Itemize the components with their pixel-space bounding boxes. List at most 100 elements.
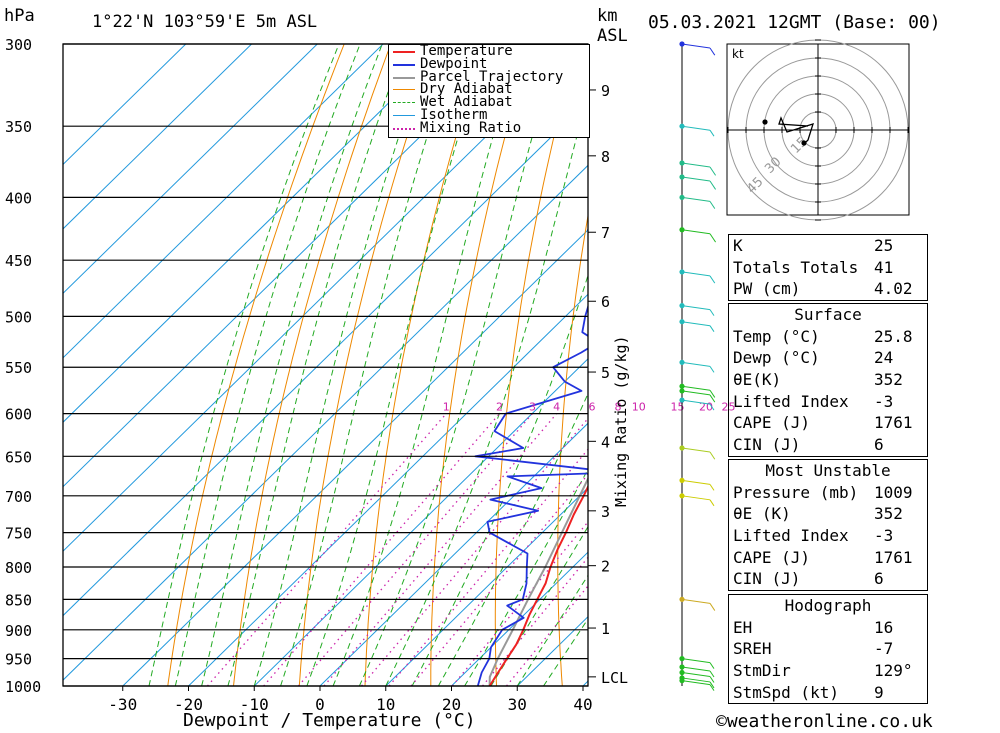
wind-barb-flag [709,180,717,190]
isotherm-line [122,229,588,686]
most-unstable-title: Most Unstable [765,461,891,480]
mixing-ratio-label: 2 [496,401,503,414]
wind-barb-shaft [681,598,711,604]
km-tick-label: 6 [601,293,610,311]
pressure-tick-label: 900 [5,622,32,640]
temperature-tick-label: -20 [174,695,203,714]
general-indices-table: K 25 Totals Totals 41 PW (cm) 4.02 [728,234,928,302]
wind-barb-flag [709,309,715,316]
wind-barb-shaft [681,479,711,485]
wind-barb-shaft [681,399,711,405]
mixing-ratio-label: 8 [615,401,622,414]
wind-barb-flag [709,662,715,669]
pressure-tick-label: 750 [5,525,32,543]
legend-item-isotherm: Isotherm [389,108,589,122]
copyright-label: ©weatheronline.co.uk [716,711,933,732]
wind-barb-shaft [681,385,711,391]
pressure-tick-label: 500 [5,308,32,326]
wind-barb-flag [709,166,717,176]
most-unstable-table: Most Unstable Pressure (mb) 1009 θE (K) 35… [728,459,928,592]
wind-barb-flag [709,201,716,209]
wind-barb-shaft [681,447,711,453]
isotherm-line [63,44,581,552]
dry-adiabat-line [167,44,345,686]
index-row-k: K 25 [733,236,894,255]
pressure-tick-label: 700 [5,488,32,506]
isotherm-line [451,551,588,686]
km-tick-label: 3 [601,503,610,521]
mixing-ratio-line [297,413,533,686]
wind-barb-shaft [681,677,711,683]
wind-barb-flag [709,233,717,243]
dry-adiabat-line [364,44,485,686]
index-row-totals: Totals Totals 41 [733,257,894,277]
x-axis-label: Dewpoint / Temperature (°C) [183,710,476,731]
hodograph-table: Hodograph EH 16 SREH -7 StmDir 129° StmSpd … [728,594,928,705]
mixing-ratio-label: 1 [443,401,450,414]
wet-adiabat-line [148,44,340,686]
km-tick-label: LCL [601,669,628,687]
mixing-ratio-line [451,520,588,686]
mu-row-theta-e: θE (K) 352 [733,504,903,524]
surface-row-temp: Temp (°C) 25.8 [733,326,913,346]
isotherm-line [188,293,588,686]
mixing-ratio-label: 15 [671,401,685,414]
wet-adiabat-line [280,44,458,686]
dry-adiabat-line [677,44,717,686]
pressure-tick-label: 450 [5,252,32,270]
isotherm-line [63,44,384,359]
mu-row-pressure: Pressure (mb) 1009 [733,482,913,502]
legend-item-dewpoint: Dewpoint [389,57,589,71]
wet-adiabat-line [358,44,559,686]
km-tick-label: 8 [601,148,610,166]
legend-item-parcel: Parcel Trajectory [389,70,589,83]
hodograph-trace [778,116,814,145]
surface-row-cape: CAPE (J) 1761 [733,413,913,433]
legend-item-dry-adiabat: Dry Adiabat [389,83,589,96]
km-tick-label: 5 [601,364,610,382]
wind-barb-flag [709,681,715,689]
datetime-label: 05.03.2021 12GMT (Base: 00) [648,12,941,33]
mu-row-lifted-index: Lifted Index -3 [733,526,894,546]
temperature-tick-label: 0 [315,695,325,714]
isotherm-line [63,44,318,295]
wind-barb-shaft [681,271,711,277]
hodograph-title: Hodograph [784,596,872,615]
legend-item-temperature: Temperature [389,44,589,58]
pressure-tick-label: 1000 [5,678,41,696]
wind-barb-flag [709,670,715,678]
hodograph-unit-label: kt [732,47,744,61]
hodo-row-eh: EH 16 [733,617,894,637]
wind-barb-flag [709,275,716,284]
wind-barb-shaft [681,680,711,686]
km-tick-label: 7 [601,224,610,242]
km-label: km [597,6,618,26]
pressure-tick-label: 600 [5,406,32,424]
wet-adiabat-line [227,44,406,686]
wind-barb-shaft [681,495,711,501]
isotherm-line [385,487,588,686]
isotherm-line [63,100,588,617]
isotherm-line [63,44,252,230]
hodograph-point [762,119,768,125]
wind-barb-shaft [681,229,711,235]
wind-barb-flag [709,394,716,403]
temperature-tick-label: 30 [508,695,527,714]
surface-table: Surface Temp (°C) 25.8 Dewp (°C) 24 θE(K) 3… [728,303,928,457]
wet-adiabat-line [174,44,361,686]
wind-barb-flag [709,325,715,332]
wet-adiabat-line [437,392,588,686]
wet-adiabat-line [201,44,383,686]
wind-barb-flag [709,366,715,373]
wind-barb-shaft [681,658,711,664]
temperature-line [488,484,588,686]
legend-item-mixing-ratio: Mixing Ratio [389,121,589,135]
mu-row-cin: CIN (J) 6 [733,569,884,589]
dry-adiabat-line [945,44,1000,686]
wet-adiabat-line [332,44,521,686]
wind-barb-flag [709,603,716,611]
wind-barb-flag [709,389,716,398]
wind-barb-shaft [681,361,711,367]
wind-barb-shaft [681,176,711,182]
wind-barb-dot [679,174,685,180]
